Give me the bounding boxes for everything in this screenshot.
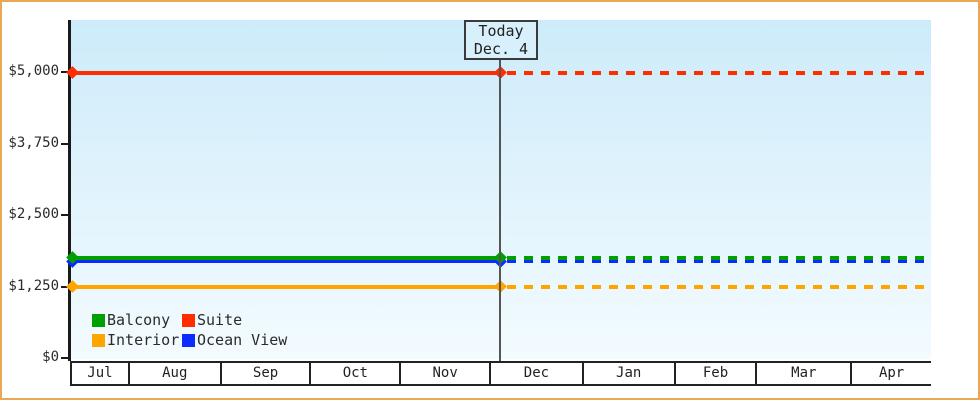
today-vertical-line — [499, 58, 501, 361]
today-annotation-box: Today Dec. 4 — [464, 20, 538, 60]
month-cell-dec: Dec — [491, 362, 584, 384]
series-line-dotted-interior — [507, 284, 931, 289]
legend-item-balcony: Balcony — [92, 311, 182, 329]
series-line-solid-interior — [71, 284, 500, 289]
month-cell-oct: Oct — [311, 362, 402, 384]
legend-swatch-suite — [182, 314, 195, 327]
legend-label: Balcony — [107, 311, 171, 329]
month-cell-sep: Sep — [222, 362, 312, 384]
legend-label: Interior — [107, 331, 180, 349]
legend-swatch-ocean-view — [182, 334, 195, 347]
month-cell-apr: Apr — [878, 365, 905, 381]
y-tick-label: $1,250 — [8, 277, 59, 294]
legend-label: Ocean View — [197, 331, 288, 349]
month-cell-jan: Jan — [584, 362, 676, 384]
series-line-dotted-suite — [507, 70, 931, 75]
y-tick-label: $5,000 — [8, 63, 59, 79]
y-tick-label: $3,750 — [8, 134, 59, 151]
chart-legend: Balcony Suite Interior Ocean View — [92, 311, 288, 349]
month-cell-jul: Jul — [72, 362, 130, 384]
y-tick-mark — [61, 357, 68, 360]
legend-swatch-balcony — [92, 314, 105, 327]
y-tick-mark — [61, 285, 68, 288]
today-annotation-date: Dec. 4 — [473, 40, 529, 58]
legend-item-suite: Suite — [182, 311, 287, 329]
series-line-dotted-balcony — [507, 255, 931, 260]
legend-item-interior: Interior — [92, 331, 182, 349]
today-annotation-title: Today — [478, 22, 524, 40]
month-cell-nov: Nov — [401, 362, 492, 384]
legend-swatch-interior — [92, 334, 105, 347]
y-tick-mark — [61, 71, 68, 73]
series-line-solid-suite — [71, 70, 500, 75]
month-cell-feb: Feb — [676, 362, 758, 384]
y-tick-mark — [61, 142, 68, 145]
legend-label: Suite — [197, 311, 243, 329]
series-line-solid-ocean-view — [71, 259, 500, 264]
month-cell-mar: Mar — [757, 362, 853, 384]
series-line-dotted-ocean-view — [507, 259, 931, 264]
series-line-solid-balcony — [71, 255, 500, 260]
legend-item-ocean-view: Ocean View — [182, 331, 288, 349]
month-axis: Jul Aug Sep Oct Nov Dec Jan Feb Mar Apr — [70, 360, 931, 386]
y-tick-label: $2,500 — [8, 206, 59, 223]
y-tick-mark — [61, 214, 68, 217]
y-axis-line — [68, 20, 71, 361]
y-tick-label: $0 — [42, 349, 59, 366]
month-cell-aug: Aug — [130, 362, 222, 384]
